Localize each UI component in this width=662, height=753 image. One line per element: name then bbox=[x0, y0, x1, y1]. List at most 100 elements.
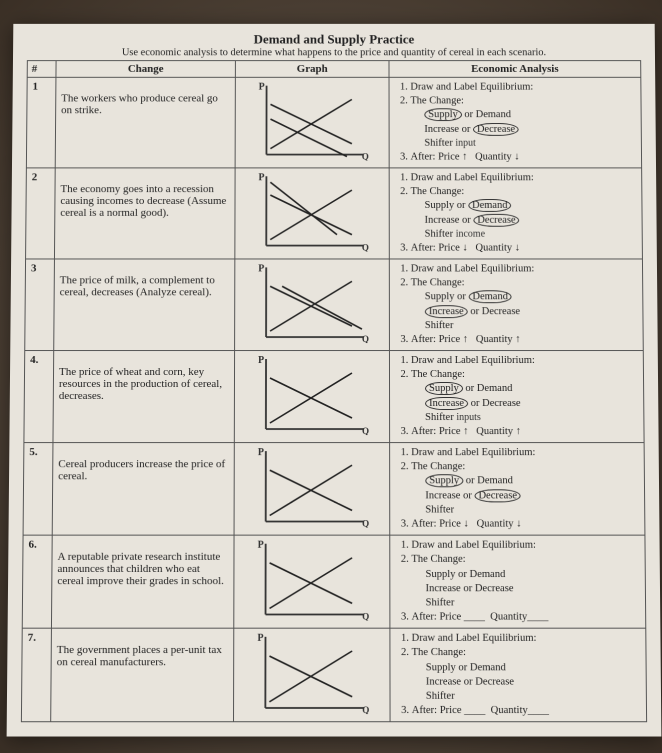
analysis-step-3: After: Price ____ Quantity____ bbox=[412, 704, 641, 718]
svg-text:P: P bbox=[259, 82, 265, 93]
analysis-id: Increase or Decrease bbox=[411, 213, 637, 227]
analysis-step-3: After: Price ↓ Quantity ↓ bbox=[411, 242, 637, 256]
analysis-step-3: After: Price ↑ Quantity ↓ bbox=[410, 150, 636, 164]
analysis-step-1: Draw and Label Equilibrium: bbox=[411, 263, 637, 277]
header-row: # Change Graph Economic Analysis bbox=[27, 61, 641, 78]
analysis-id: Increase or Decrease bbox=[411, 489, 639, 503]
svg-text:Q: Q bbox=[362, 243, 369, 252]
svg-text:Q: Q bbox=[362, 705, 369, 714]
analysis-step-1: Draw and Label Equilibrium: bbox=[411, 354, 638, 368]
row-analysis: Draw and Label Equilibrium: The Change: … bbox=[389, 168, 642, 259]
analysis-step-1: Draw and Label Equilibrium: bbox=[411, 446, 639, 460]
row-analysis: Draw and Label Equilibrium: The Change: … bbox=[390, 535, 646, 628]
row-number: 4. bbox=[24, 351, 54, 443]
analysis-step-2: The Change: Supply or Demand Increase or… bbox=[410, 95, 636, 151]
analysis-step-2: The Change: Supply or Demand Increase or… bbox=[411, 460, 639, 517]
analysis-step-3: After: Price ↑ Quantity ↑ bbox=[411, 425, 638, 439]
svg-text:P: P bbox=[258, 263, 264, 274]
row-analysis: Draw and Label Equilibrium: The Change: … bbox=[390, 443, 645, 536]
svg-text:P: P bbox=[258, 355, 264, 366]
svg-text:P: P bbox=[258, 447, 264, 458]
row-number: 1 bbox=[26, 77, 56, 168]
analysis-sd: Supply or Demand bbox=[411, 382, 638, 396]
analysis-list: Draw and Label Equilibrium: The Change: … bbox=[395, 263, 638, 348]
svg-text:P: P bbox=[258, 172, 264, 183]
worksheet-subtitle: Use economic analysis to determine what … bbox=[27, 47, 641, 58]
analysis-list: Draw and Label Equilibrium: The Change: … bbox=[395, 539, 640, 625]
analysis-step-2: The Change: Supply or Demand Increase or… bbox=[411, 185, 637, 241]
analysis-id: Increase or Decrease bbox=[410, 123, 635, 137]
analysis-step-2: The Change: Supply or Demand Increase or… bbox=[412, 646, 641, 704]
table-row: 4. The price of wheat and corn, key reso… bbox=[24, 351, 644, 443]
row-change: The workers who produce cereal go on str… bbox=[55, 77, 235, 168]
row-graph: P Q bbox=[235, 259, 390, 351]
row-graph: P Q bbox=[234, 351, 389, 443]
row-change: The price of milk, a complement to cerea… bbox=[54, 259, 235, 351]
analysis-shifter: Shifter inputs bbox=[411, 411, 638, 425]
analysis-step-1: Draw and Label Equilibrium: bbox=[412, 632, 641, 646]
table-row: 6. A reputable private research institut… bbox=[22, 535, 646, 628]
analysis-list: Draw and Label Equilibrium: The Change: … bbox=[395, 446, 639, 532]
svg-text:Q: Q bbox=[362, 519, 369, 528]
analysis-id: Increase or Decrease bbox=[412, 675, 641, 689]
analysis-id: Increase or Decrease bbox=[411, 397, 638, 411]
row-analysis: Draw and Label Equilibrium: The Change: … bbox=[389, 77, 642, 168]
svg-text:Q: Q bbox=[362, 334, 369, 343]
row-graph: P Q bbox=[234, 535, 390, 628]
table-row: 7. The government places a per-unit tax … bbox=[21, 628, 646, 722]
analysis-step-3: After: Price ____ Quantity____ bbox=[412, 610, 641, 624]
analysis-list: Draw and Label Equilibrium: The Change: … bbox=[395, 632, 641, 718]
analysis-sd: Supply or Demand bbox=[411, 199, 637, 213]
row-change: Cereal producers increase the price of c… bbox=[52, 443, 234, 536]
row-analysis: Draw and Label Equilibrium: The Change: … bbox=[390, 628, 647, 722]
supply-demand-graph: P Q bbox=[251, 631, 372, 714]
analysis-list: Draw and Label Equilibrium: The Change: … bbox=[395, 171, 637, 255]
table-row: 3 The price of milk, a complement to cer… bbox=[25, 259, 644, 351]
supply-demand-graph: P Q bbox=[252, 445, 373, 527]
analysis-sd: Supply or Demand bbox=[411, 291, 638, 305]
analysis-shifter: Shifter bbox=[411, 596, 640, 610]
row-graph: P Q bbox=[234, 628, 391, 722]
analysis-step-2: The Change: Supply or Demand Increase or… bbox=[411, 368, 638, 425]
analysis-list: Draw and Label Equilibrium: The Change: … bbox=[395, 354, 639, 439]
supply-demand-graph: P Q bbox=[252, 170, 372, 251]
analysis-shifter: Shifter bbox=[411, 503, 639, 517]
row-graph: P Q bbox=[235, 77, 389, 168]
analysis-sd: Supply or Demand bbox=[411, 475, 639, 489]
table-row: 2 The economy goes into a recession caus… bbox=[26, 168, 643, 259]
table-row: 5. Cereal producers increase the price o… bbox=[23, 443, 645, 536]
analysis-step-3: After: Price ↓ Quantity ↓ bbox=[411, 517, 639, 531]
row-graph: P Q bbox=[234, 443, 390, 536]
svg-text:Q: Q bbox=[362, 152, 369, 161]
worksheet-table: # Change Graph Economic Analysis 1 The w… bbox=[21, 60, 647, 722]
row-change: A reputable private research institute a… bbox=[51, 535, 234, 628]
row-number: 7. bbox=[21, 628, 51, 722]
svg-text:P: P bbox=[257, 633, 263, 644]
analysis-step-2: The Change: Supply or Demand Increase or… bbox=[411, 277, 638, 333]
supply-demand-graph: P Q bbox=[253, 80, 372, 161]
row-number: 2 bbox=[26, 168, 56, 259]
analysis-shifter: Shifter income bbox=[411, 227, 637, 241]
worksheet-title: Demand and Supply Practice bbox=[27, 32, 641, 48]
analysis-shifter: Shifter bbox=[411, 319, 638, 333]
analysis-shifter: Shifter bbox=[412, 690, 641, 704]
supply-demand-graph: P Q bbox=[251, 538, 372, 621]
row-change: The price of wheat and corn, key resourc… bbox=[53, 351, 235, 443]
analysis-list: Draw and Label Equilibrium: The Change: … bbox=[394, 81, 636, 165]
svg-text:Q: Q bbox=[362, 612, 369, 621]
header-analysis: Economic Analysis bbox=[389, 61, 641, 78]
row-change: The economy goes into a recession causin… bbox=[54, 168, 235, 259]
analysis-step-1: Draw and Label Equilibrium: bbox=[411, 539, 639, 553]
header-num: # bbox=[27, 61, 56, 78]
analysis-id: Increase or Decrease bbox=[411, 582, 639, 596]
analysis-step-2: The Change: Supply or Demand Increase or… bbox=[411, 553, 640, 610]
row-number: 6. bbox=[22, 535, 52, 628]
analysis-sd: Supply or Demand bbox=[411, 567, 639, 581]
analysis-shifter: Shifter input bbox=[410, 137, 636, 151]
analysis-sd: Supply or Demand bbox=[412, 661, 641, 675]
analysis-step-3: After: Price ↑ Quantity ↑ bbox=[411, 333, 638, 347]
svg-text:P: P bbox=[258, 540, 264, 551]
analysis-id: Increase or Decrease bbox=[411, 305, 638, 319]
table-row: 1 The workers who produce cereal go on s… bbox=[26, 77, 641, 168]
worksheet-paper: Demand and Supply Practice Use economic … bbox=[7, 24, 662, 737]
